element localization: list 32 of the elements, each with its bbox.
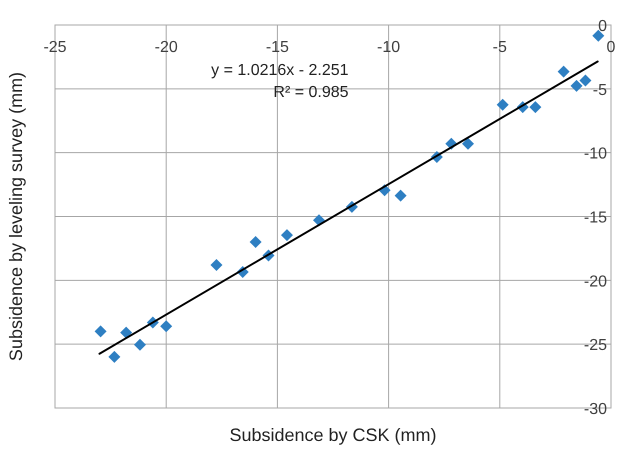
point (250, 236, 262, 248)
annotation: y = 1.0216x - 2.251 (211, 62, 349, 79)
x-tick-label: -5 (492, 39, 508, 56)
point (570, 80, 583, 92)
point (94, 325, 107, 338)
point (462, 138, 474, 150)
x-tick-label: -15 (266, 39, 290, 56)
y-tick-label: -15 (584, 210, 608, 226)
point (496, 98, 509, 111)
x-tick-label: -20 (154, 39, 178, 56)
y-tick-label: -25 (584, 337, 608, 354)
point (592, 30, 604, 42)
y-tick-label: 0 (598, 18, 608, 35)
point (529, 101, 542, 114)
y-tick-label: -30 (584, 401, 608, 418)
point (160, 320, 172, 332)
point (108, 350, 120, 363)
point (120, 326, 132, 339)
point (579, 74, 592, 87)
point (280, 229, 293, 242)
y-tick-label: -20 (584, 273, 608, 290)
y-tick-label: -10 (584, 146, 608, 163)
x-axis-title: Subsidence by CSK (mm) (229, 425, 437, 445)
y-axis-title: Subsidence by leveling survey (mm) (6, 72, 26, 362)
annotation: R² = 0.985 (273, 84, 349, 101)
point (558, 66, 570, 78)
x-tick-label: -10 (377, 39, 400, 56)
y-tick-label: -5 (592, 82, 608, 99)
point (394, 190, 407, 202)
point (210, 259, 222, 272)
x-tick-label: -25 (43, 39, 67, 56)
point (134, 338, 146, 351)
